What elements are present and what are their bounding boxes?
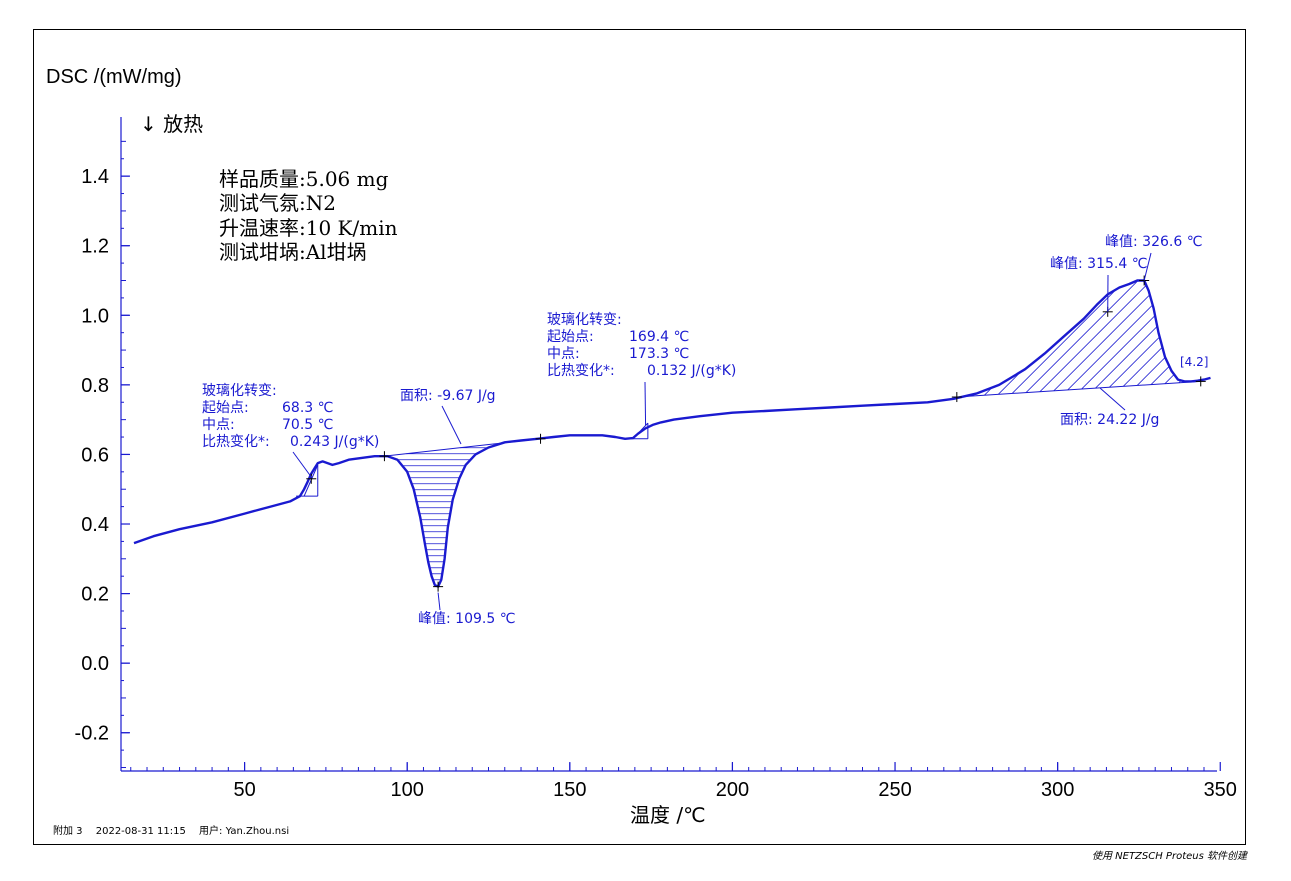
tg2-leader (644, 381, 647, 426)
tg2-dcp-label: 比热变化*: (547, 363, 615, 379)
condition-rate: 升温速率:10 K/min (219, 216, 398, 240)
hatch-line (1161, 280, 1201, 398)
x-tick-label: 300 (1041, 779, 1074, 801)
hatch-line (956, 280, 1025, 398)
tg1-dcp-value: 0.243 J/(g*K) (290, 434, 380, 450)
y-tick-label: 1.4 (81, 166, 109, 188)
area1-label: 面积: -9.67 J/g (400, 388, 496, 404)
x-tick-label: 350 (1204, 779, 1237, 801)
hatch-line (1174, 280, 1201, 398)
hatch-line (956, 280, 1038, 398)
curve-id-label: [4.2] (1180, 355, 1209, 369)
peak2-label: 峰值: 315.4 ℃ (1050, 256, 1148, 272)
tg1-title: 玻璃化转变: (202, 383, 277, 399)
y-tick-label: 0.2 (81, 584, 109, 606)
tg1-mid-label: 中点: (202, 417, 235, 433)
condition-mass: 样品质量:5.06 mg (219, 167, 389, 191)
footer-datetime: 2022-08-31 11:15 (95, 826, 186, 837)
y-tick-label: 0.8 (81, 375, 109, 397)
tg2-dcp-value: 0.132 J/(g*K) (647, 363, 737, 379)
hatch-line (1214, 239, 1291, 439)
y-tick-label: 1.0 (81, 305, 109, 327)
area2-leader (1099, 387, 1126, 411)
hatch-line (979, 280, 1181, 398)
hatch-line (1148, 280, 1201, 398)
tg1-mid-value: 70.5 ℃ (282, 417, 334, 433)
tg1-dcp-label: 比热变化*: (202, 434, 270, 450)
condition-crucible: 测试坩埚:Al坩埚 (219, 240, 367, 264)
area1-leader (441, 405, 462, 445)
dsc-curve (133, 279, 1211, 588)
y-tick-label: 0.4 (81, 514, 109, 536)
tg1-annotation: 玻璃化转变: 起始点: 68.3 ℃ 中点: 70.5 ℃ 比热变化*: 0.2… (202, 383, 379, 451)
tg2-annotation: 玻璃化转变: 起始点: 169.4 ℃ 中点: 173.3 ℃ 比热变化*: 0… (547, 312, 736, 380)
area2-label: 面积: 24.22 J/g (1060, 412, 1160, 428)
hatch-line (1031, 280, 1201, 398)
tg2-title: 玻璃化转变: (547, 312, 622, 328)
x-tick-label: 250 (878, 779, 911, 801)
hatch-line (1187, 280, 1201, 398)
x-tick-label: 100 (391, 779, 424, 801)
footer-user: 用户: Yan.Zhou.nsi (199, 826, 290, 837)
hatch-line (992, 280, 1194, 398)
peak3-label: 峰值: 326.6 ℃ (1105, 234, 1203, 250)
tg1-leader (292, 451, 313, 479)
hatch-line (956, 280, 1077, 398)
hatch-line (733, 239, 933, 439)
hatch-line (1200, 280, 1201, 398)
y-tick-label: 1.2 (81, 236, 109, 258)
tg1-onset-value: 68.3 ℃ (282, 400, 334, 416)
hatch-line (1018, 280, 1201, 398)
tg2-onset-value: 169.4 ℃ (629, 329, 690, 345)
footer-software: 使用 NETZSCH Proteus 软件创建 (1091, 851, 1247, 862)
peak1-leader (437, 592, 441, 611)
hatch-line (1044, 280, 1201, 398)
tg2-onset-label: 起始点: (547, 329, 594, 345)
hatch-line (1057, 280, 1201, 398)
hatch-line (956, 280, 1064, 398)
x-axis-label: 温度 /℃ (630, 803, 706, 827)
y-tick-label: 0.0 (81, 653, 109, 675)
chart-frame (33, 29, 1246, 845)
tg2-mid-value: 173.3 ℃ (629, 346, 690, 362)
x-tick-label: 50 (233, 779, 255, 801)
tg1-onset-label: 起始点: (202, 400, 249, 416)
hatch-line (746, 239, 946, 439)
y-axis-label: DSC /(mW/mg) (46, 66, 182, 88)
peak3-leader (1143, 252, 1152, 281)
x-tick-label: 150 (553, 779, 586, 801)
hatch-line (966, 280, 1168, 398)
peak1-label: 峰值: 109.5 ℃ (418, 611, 516, 627)
tg2-mid-label: 中点: (547, 346, 580, 362)
exo-direction-label: ↓ 放热 (140, 112, 204, 136)
x-tick-label: 200 (716, 779, 749, 801)
hatch-line (956, 280, 1012, 398)
y-tick-label: 0.6 (81, 444, 109, 466)
peak-baseline (956, 380, 1201, 398)
hatch-line (1227, 239, 1291, 439)
y-tick-label: -0.2 (75, 723, 109, 745)
condition-atmosphere: 测试气氛:N2 (219, 191, 336, 215)
footer-attachment: 附加 3 (53, 826, 83, 837)
hatch-line (1005, 280, 1201, 398)
hatch-line (1122, 280, 1201, 398)
footer-info: 附加 3 2022-08-31 11:15 用户: Yan.Zhou.nsi (53, 822, 299, 837)
hatch-line (956, 280, 1051, 398)
hatch-line (1240, 239, 1291, 439)
